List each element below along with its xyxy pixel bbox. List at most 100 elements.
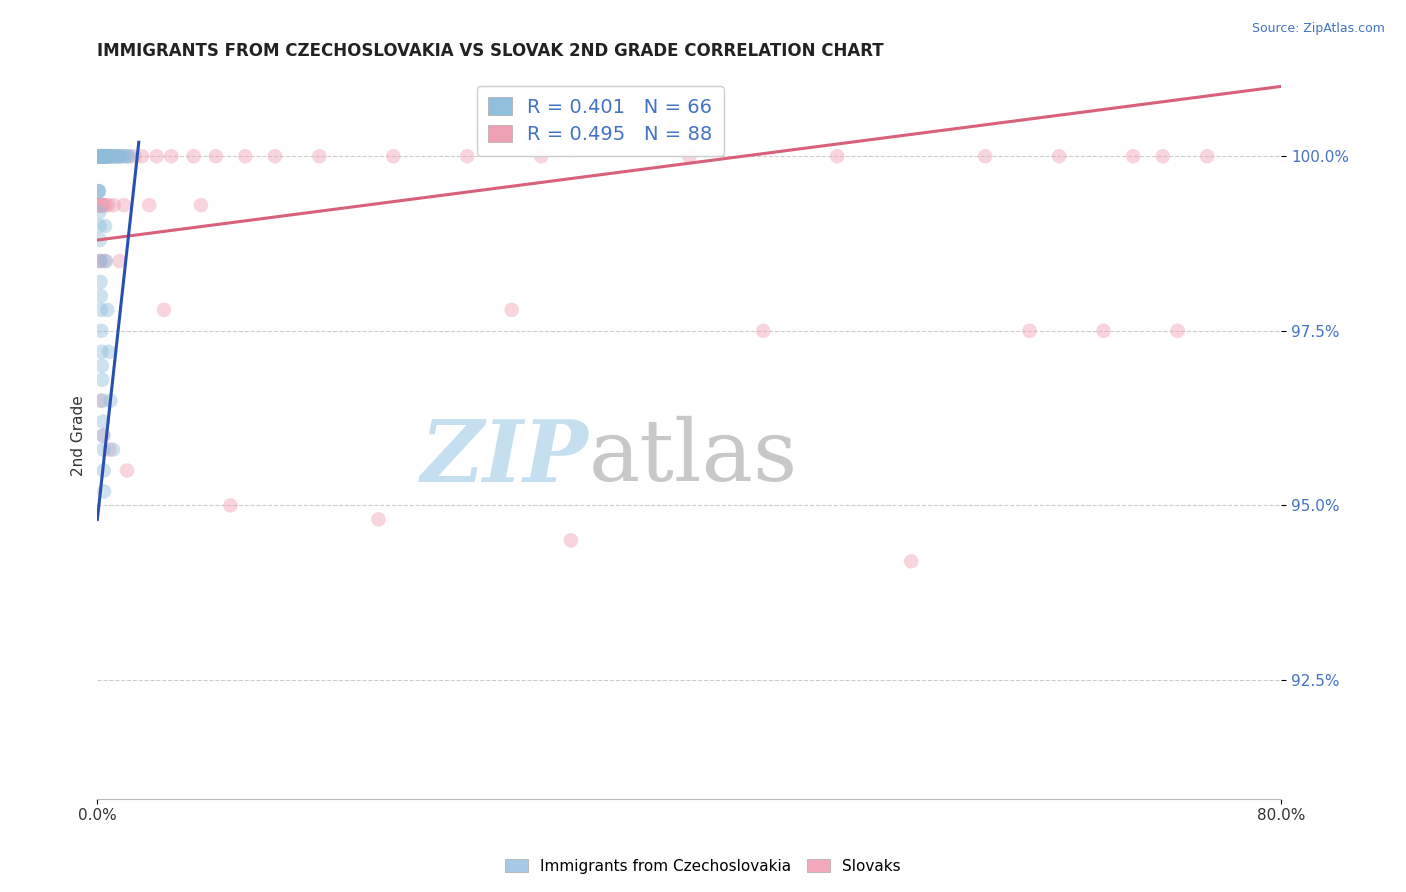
Point: [90, 149, 112, 163]
Point: [153, 302, 176, 317]
Text: IMMIGRANTS FROM CZECHOSLOVAKIA VS SLOVAK 2ND GRADE CORRELATION CHART: IMMIGRANTS FROM CZECHOSLOVAKIA VS SLOVAK…: [97, 42, 884, 60]
Point: [110, 149, 132, 163]
Point: [96, 149, 118, 163]
Point: [160, 149, 183, 163]
Point: [91, 149, 114, 163]
Point: [91, 149, 114, 163]
Point: [90, 324, 112, 338]
Point: [89, 198, 111, 212]
Point: [1047, 149, 1070, 163]
Point: [90, 149, 112, 163]
Point: [93, 149, 115, 163]
Point: [91, 198, 114, 212]
Point: [89, 219, 111, 233]
Point: [101, 442, 124, 457]
Point: [90, 149, 112, 163]
Point: [96, 149, 118, 163]
Point: [87, 184, 110, 198]
Point: [90, 149, 112, 163]
Legend: Immigrants from Czechoslovakia, Slovaks: Immigrants from Czechoslovakia, Slovaks: [499, 853, 907, 880]
Point: [91, 373, 114, 387]
Point: [89, 198, 111, 212]
Point: [131, 149, 153, 163]
Point: [89, 149, 111, 163]
Point: [96, 302, 118, 317]
Point: [97, 149, 120, 163]
Point: [89, 275, 111, 289]
Point: [89, 149, 111, 163]
Point: [90, 198, 112, 212]
Point: [91, 149, 114, 163]
Point: [104, 149, 127, 163]
Point: [97, 198, 120, 212]
Point: [1092, 324, 1115, 338]
Point: [91, 428, 114, 442]
Point: [115, 149, 138, 163]
Point: [107, 149, 129, 163]
Point: [91, 428, 114, 442]
Point: [530, 149, 553, 163]
Point: [87, 149, 110, 163]
Point: [89, 198, 111, 212]
Point: [101, 149, 124, 163]
Text: ZIP: ZIP: [420, 416, 589, 500]
Point: [90, 149, 112, 163]
Point: [100, 393, 122, 408]
Point: [94, 149, 117, 163]
Point: [91, 149, 114, 163]
Point: [219, 499, 242, 513]
Point: [124, 149, 146, 163]
Point: [900, 554, 922, 568]
Point: [87, 198, 110, 212]
Point: [456, 149, 478, 163]
Point: [97, 149, 120, 163]
Point: [87, 149, 110, 163]
Point: [87, 149, 110, 163]
Point: [96, 149, 118, 163]
Point: [93, 149, 115, 163]
Point: [382, 149, 405, 163]
Point: [112, 149, 135, 163]
Point: [93, 149, 115, 163]
Point: [91, 149, 114, 163]
Point: [89, 149, 111, 163]
Point: [94, 254, 117, 268]
Point: [87, 149, 110, 163]
Point: [93, 149, 115, 163]
Point: [89, 149, 111, 163]
Point: [93, 149, 115, 163]
Point: [103, 198, 125, 212]
Point: [87, 149, 110, 163]
Point: [93, 149, 115, 163]
Point: [108, 149, 131, 163]
Point: [1122, 149, 1144, 163]
Point: [96, 149, 118, 163]
Point: [91, 149, 114, 163]
Point: [108, 254, 131, 268]
Point: [115, 463, 138, 477]
Point: [104, 149, 127, 163]
Point: [89, 233, 111, 247]
Point: [974, 149, 997, 163]
Point: [89, 198, 111, 212]
Text: atlas: atlas: [589, 416, 797, 499]
Point: [91, 149, 114, 163]
Point: [91, 149, 114, 163]
Point: [87, 184, 110, 198]
Point: [94, 149, 117, 163]
Point: [93, 442, 115, 457]
Point: [90, 254, 112, 268]
Point: [90, 289, 112, 303]
Point: [97, 149, 120, 163]
Point: [90, 149, 112, 163]
Legend: R = 0.401   N = 66, R = 0.495   N = 88: R = 0.401 N = 66, R = 0.495 N = 88: [477, 86, 724, 155]
Point: [105, 149, 128, 163]
Point: [101, 149, 124, 163]
Point: [90, 149, 112, 163]
Point: [90, 344, 112, 359]
Point: [89, 149, 111, 163]
Point: [91, 415, 114, 429]
Point: [98, 442, 121, 457]
Point: [91, 198, 114, 212]
Point: [89, 393, 111, 408]
